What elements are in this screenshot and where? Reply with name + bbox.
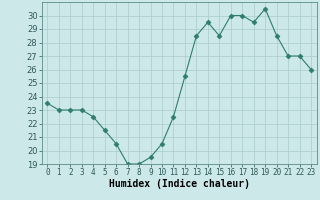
X-axis label: Humidex (Indice chaleur): Humidex (Indice chaleur) (109, 179, 250, 189)
